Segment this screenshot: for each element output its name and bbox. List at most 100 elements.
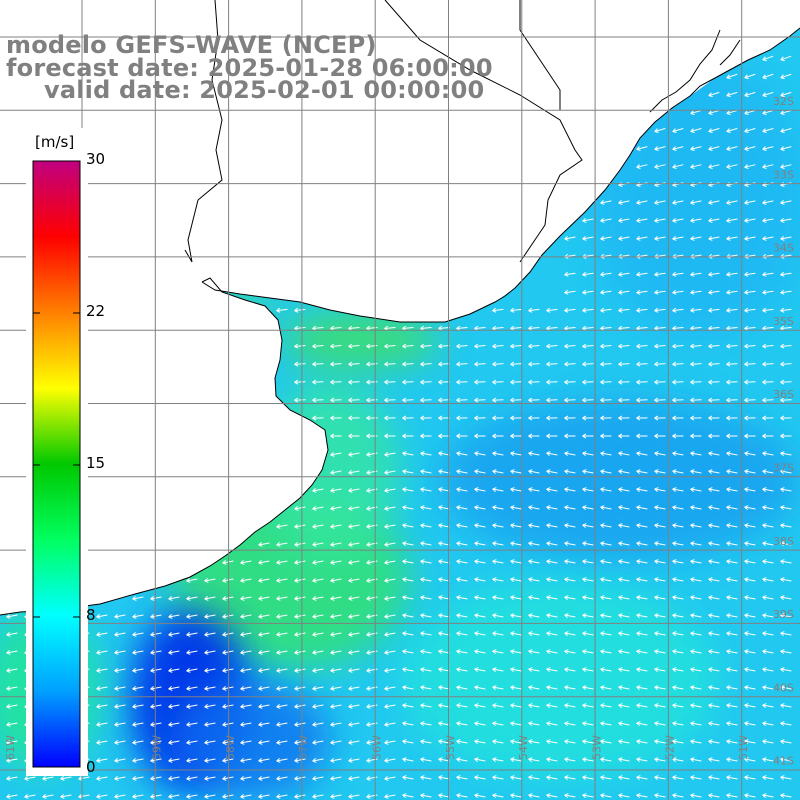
wind-arrow	[780, 757, 792, 763]
wind-arrow	[294, 541, 306, 547]
wind-arrow	[474, 541, 486, 547]
uruguay-border	[384, 0, 583, 263]
wind-arrow	[294, 505, 306, 511]
wind-arrow	[492, 505, 504, 511]
wind-arrow	[330, 415, 342, 421]
lagoa-inner	[719, 39, 741, 66]
wind-arrow	[744, 793, 756, 799]
wind-arrow	[762, 739, 774, 745]
wind-arrow	[708, 433, 720, 439]
wind-arrow	[654, 523, 666, 529]
wind-arrow	[258, 685, 270, 691]
wind-arrow	[96, 667, 108, 673]
wind-arrow	[654, 415, 666, 421]
wind-arrow	[618, 595, 630, 601]
wind-arrow	[312, 541, 324, 547]
wind-arrow	[420, 703, 432, 709]
wind-arrow	[348, 559, 360, 565]
wind-arrow	[474, 667, 486, 673]
wind-arrow	[654, 379, 666, 385]
wind-arrow	[402, 577, 414, 583]
wind-arrow	[744, 739, 756, 745]
wind-arrow	[654, 433, 666, 439]
wind-arrow	[204, 685, 216, 691]
wind-arrow	[438, 469, 450, 475]
wind-arrow	[150, 793, 162, 799]
wind-arrow	[564, 235, 576, 241]
wind-arrow	[456, 415, 468, 421]
wind-arrow	[546, 775, 558, 781]
wind-arrow	[222, 595, 234, 601]
wind-arrow	[456, 523, 468, 529]
wind-arrow	[690, 200, 702, 205]
wind-arrow	[438, 505, 450, 511]
wind-arrow	[708, 164, 720, 169]
wind-arrow	[582, 739, 594, 745]
wind-arrow	[348, 685, 360, 691]
wind-arrow	[492, 649, 504, 655]
wind-arrow	[384, 613, 396, 619]
wind-arrow	[492, 703, 504, 709]
wind-arrow	[510, 649, 522, 655]
wind-arrow	[456, 397, 468, 403]
wind-arrow	[654, 595, 666, 601]
wind-arrow	[780, 217, 792, 223]
wind-arrow	[690, 649, 702, 655]
wind-arrow	[528, 469, 540, 475]
wind-arrow	[528, 595, 540, 601]
wind-arrow	[762, 217, 774, 223]
wind-arrow	[582, 271, 594, 277]
wind-arrow	[708, 379, 720, 385]
wind-arrow	[384, 703, 396, 709]
wind-arrow	[600, 739, 612, 745]
wind-arrow	[348, 739, 360, 745]
wind-arrow	[726, 739, 738, 745]
longitude-label: 54W	[517, 735, 530, 760]
wind-arrow	[636, 307, 648, 313]
wind-arrow	[636, 415, 648, 421]
wind-arrow	[636, 703, 648, 709]
wind-arrow	[474, 451, 486, 457]
wind-arrow	[492, 757, 504, 763]
wind-arrow	[780, 649, 792, 655]
wind-arrow	[438, 559, 450, 565]
wind-arrow	[654, 343, 666, 349]
wind-arrow	[600, 235, 612, 241]
wind-arrow	[492, 631, 504, 637]
wind-arrow	[636, 631, 648, 637]
wind-arrow	[636, 649, 648, 655]
wind-arrow	[780, 200, 792, 205]
wind-arrow	[618, 523, 630, 529]
wind-arrow	[348, 415, 360, 421]
wind-arrow	[330, 613, 342, 619]
wind-arrow	[582, 631, 594, 637]
wind-arrow	[312, 559, 324, 565]
wind-arrow	[510, 469, 522, 475]
wind-arrow	[564, 487, 576, 493]
wind-arrow	[672, 523, 684, 529]
wind-arrow	[150, 757, 162, 763]
wind-arrow	[312, 379, 324, 385]
wind-arrow	[204, 703, 216, 709]
wind-arrow	[780, 361, 792, 367]
wind-arrow	[744, 667, 756, 673]
wind-arrow	[456, 685, 468, 691]
wind-arrow	[600, 397, 612, 403]
wind-arrow	[258, 703, 270, 709]
wind-arrow	[438, 361, 450, 367]
wind-arrow	[672, 667, 684, 673]
wind-arrow	[420, 595, 432, 601]
wind-arrow	[690, 361, 702, 367]
wind-arrow	[618, 361, 630, 367]
wind-arrow	[240, 613, 252, 619]
wind-arrow	[582, 649, 594, 655]
lagoa-outline	[649, 29, 721, 113]
wind-arrow	[636, 775, 648, 781]
wind-arrow	[348, 667, 360, 673]
wind-arrow	[654, 631, 666, 637]
wind-arrow	[672, 631, 684, 637]
wind-arrow	[636, 505, 648, 511]
wind-arrow	[546, 793, 558, 799]
wind-arrow	[708, 469, 720, 475]
